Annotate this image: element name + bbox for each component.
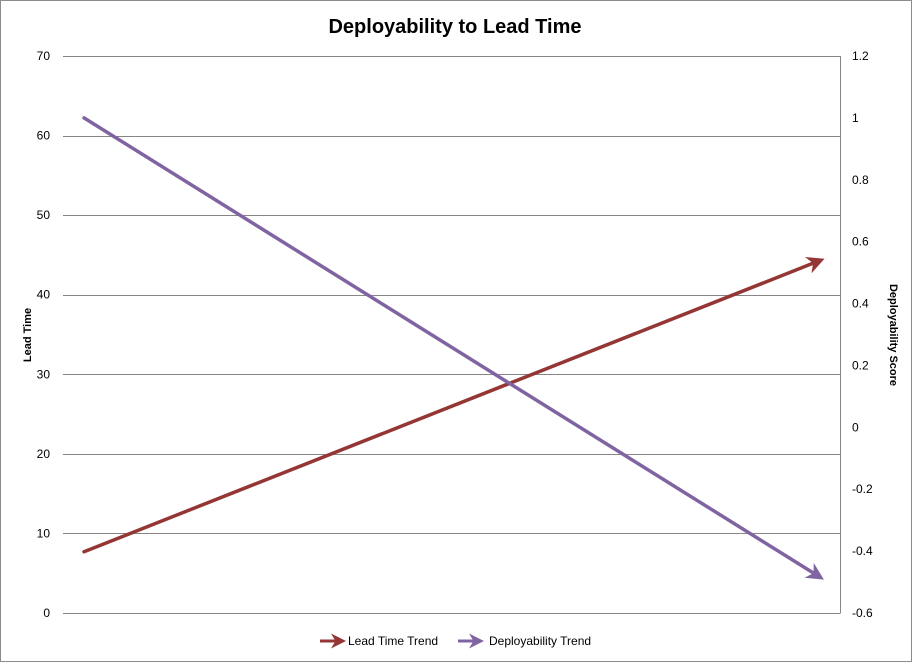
- legend-label-lead-time: Lead Time Trend: [348, 634, 438, 648]
- left-tick-label: 40: [37, 288, 51, 302]
- legend-label-deployability: Deployability Trend: [489, 634, 591, 648]
- left-tick-label: 10: [37, 526, 51, 540]
- left-tick-label: 60: [37, 129, 51, 143]
- right-tick-label: 1.2: [852, 49, 869, 63]
- series-line-lead-time: [82, 257, 825, 554]
- right-tick-label: 0.8: [852, 173, 869, 187]
- left-axis-ticks: 0 10 20 30 40 50 60 70: [37, 49, 51, 620]
- right-axis-ticks: -0.6 -0.4 -0.2 0 0.2 0.4 0.6 0.8 1 1.2: [852, 49, 873, 620]
- left-tick-label: 20: [37, 447, 51, 461]
- left-axis-label: Lead Time: [22, 308, 34, 362]
- left-tick-label: 30: [37, 367, 51, 381]
- left-tick-label: 50: [37, 208, 51, 222]
- right-tick-label: 1: [852, 111, 859, 125]
- right-axis-label: Deployability Score: [887, 284, 899, 386]
- right-tick-label: 0.6: [852, 235, 869, 249]
- right-tick-label: -0.6: [852, 606, 873, 620]
- right-tick-label: 0: [852, 420, 859, 434]
- right-tick-label: -0.2: [852, 482, 873, 496]
- right-tick-label: 0.4: [852, 297, 869, 311]
- chart-title: Deployability to Lead Time: [328, 16, 581, 38]
- left-tick-label: 70: [37, 49, 51, 63]
- right-tick-label: 0.2: [852, 358, 869, 372]
- series-layer: [82, 116, 825, 580]
- legend: Lead Time Trend Deployability Trend: [320, 633, 591, 649]
- series-line-deployability: [82, 116, 824, 580]
- left-tick-label: 0: [43, 606, 50, 620]
- gridlines: [63, 56, 841, 614]
- right-tick-label: -0.4: [852, 544, 873, 558]
